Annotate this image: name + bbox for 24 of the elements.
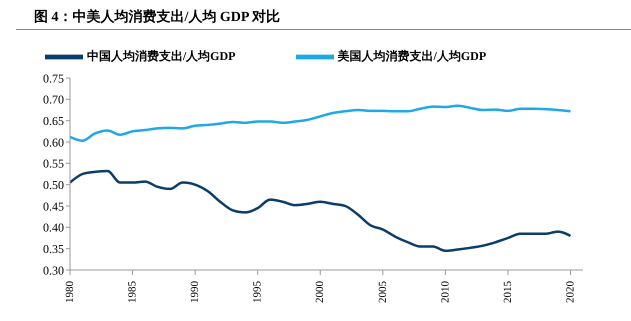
y-tick-label: 0.65 [43, 114, 64, 128]
y-tick-label: 0.45 [43, 199, 64, 214]
x-tick-label: 1980 [64, 280, 76, 303]
x-tick-label: 1985 [126, 280, 139, 303]
x-tick-label: 2010 [439, 280, 452, 303]
chart-title: 图 4：中美人均消费支出/人均 GDP 对比 [16, 8, 631, 30]
x-tick-label: 2020 [564, 280, 576, 303]
line-series [70, 104, 572, 142]
x-tick-label: 2005 [376, 280, 389, 303]
x-tick-label: 2000 [314, 280, 326, 303]
legend-label: 美国人均消费支出/人均GDP [338, 48, 486, 63]
y-tick-label: 0.50 [43, 178, 64, 192]
y-tick-label: 0.75 [43, 71, 64, 86]
y-tick-label: 0.40 [43, 220, 64, 235]
y-tick-label: 0.35 [43, 242, 64, 256]
legend-label: 中国人均消费支出/人均GDP [86, 48, 236, 63]
x-tick-label: 2015 [502, 280, 514, 303]
y-tick-label: 0.60 [43, 135, 64, 150]
y-tick-label: 0.30 [43, 263, 64, 278]
x-tick-label: 1990 [189, 280, 202, 303]
y-tick-label: 0.70 [43, 92, 64, 107]
line-series [70, 170, 572, 252]
y-tick-label: 0.55 [43, 156, 64, 171]
x-tick-label: 1995 [252, 280, 264, 303]
